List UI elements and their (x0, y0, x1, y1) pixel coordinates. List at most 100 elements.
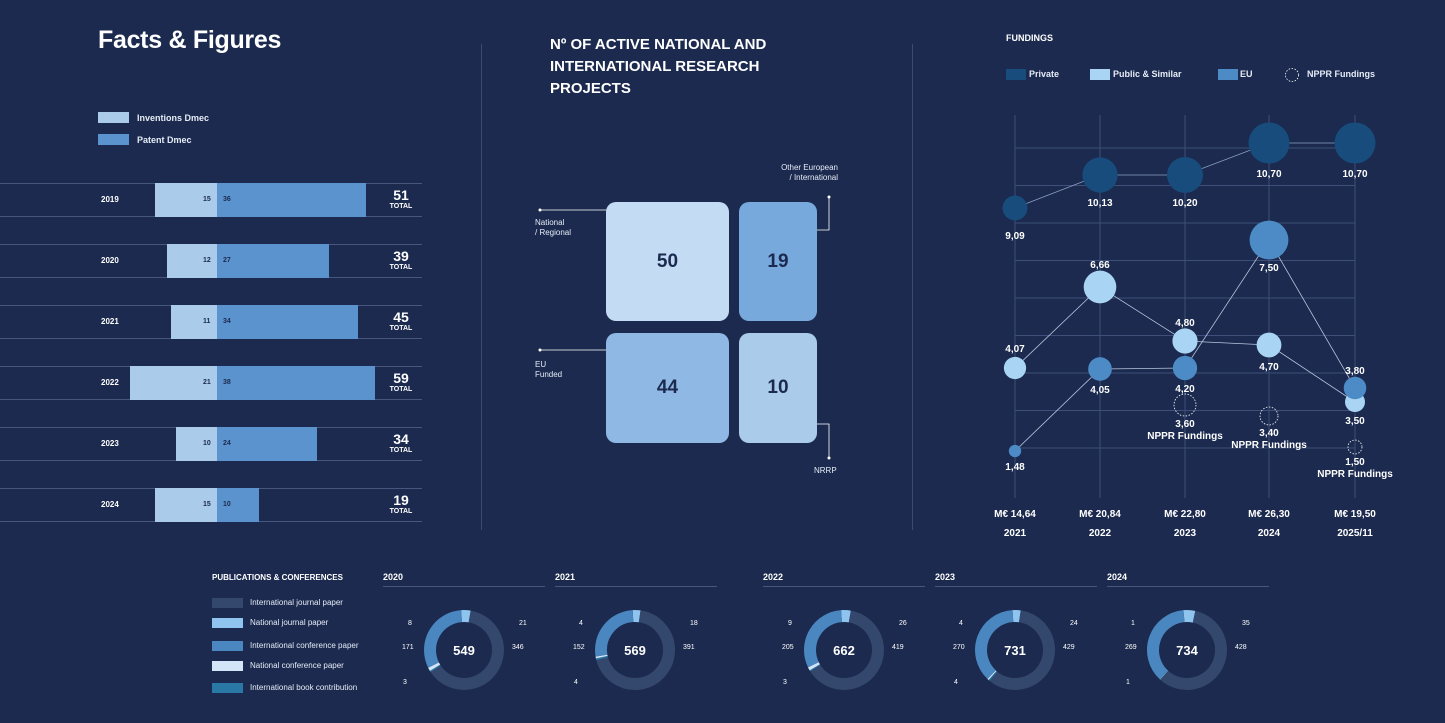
donut-segment (1183, 610, 1196, 623)
divider (481, 44, 482, 530)
nppr-point-label: NPPR Fundings (1147, 431, 1223, 442)
legend-label-eu: EU (1240, 69, 1253, 79)
bar-patents (217, 183, 367, 217)
bubble-public-similar (1003, 356, 1027, 380)
connector-dot (538, 208, 542, 212)
bar-value-patents: 38 (223, 379, 231, 386)
bubble-eu (1172, 355, 1198, 381)
donut-segment (975, 610, 1014, 680)
value-label-eu: 1,48 (1005, 462, 1025, 473)
donut-segment (1160, 610, 1227, 690)
bar-value-inventions: 15 (203, 501, 211, 508)
value-label-eu: 3,80 (1345, 366, 1365, 377)
donut-value-label: 429 (1063, 644, 1075, 651)
donut-segment (596, 610, 675, 690)
donut-segment (841, 610, 851, 623)
donut-value-label: 8 (408, 620, 412, 627)
total-value: 19 (393, 492, 409, 508)
legend-label-private: Private (1029, 69, 1060, 79)
donut-value-label: 24 (1070, 620, 1078, 627)
bar-value-patents: 24 (223, 440, 231, 447)
tile-eu-funded: 44 (606, 333, 729, 443)
value-label-private: 10,13 (1087, 198, 1112, 209)
bar-value-patents: 36 (223, 196, 231, 203)
donut-segment (428, 662, 441, 671)
total-value: 59 (393, 370, 409, 386)
legend-swatch-eu (1218, 69, 1238, 80)
category-total: M€ 22,80 (1164, 509, 1206, 520)
total-value: 51 (393, 187, 409, 203)
bar-inventions (129, 366, 217, 400)
legend-label-publication: National conference paper (250, 661, 344, 670)
publication-year-line (383, 586, 545, 587)
label-national-regional: National / Regional (535, 218, 572, 237)
legend-label-publication: National journal paper (250, 618, 329, 627)
total-label: TOTAL (389, 264, 413, 271)
connector-dot (827, 456, 831, 460)
category-year: 2021 (1004, 528, 1027, 539)
year-label: 2024 (101, 500, 119, 509)
bubble-public-similar (1083, 270, 1117, 304)
bubble-public-similar (1172, 328, 1198, 354)
bubble-private (1082, 157, 1118, 193)
value-label-public-similar: 4,70 (1259, 362, 1279, 373)
donut-value-label: 1 (1126, 679, 1130, 686)
value-label-nppr: 3,60 (1175, 419, 1195, 430)
bar-inventions (167, 244, 217, 278)
legend-swatch-publication (212, 661, 243, 671)
donut-value-label: 171 (402, 644, 414, 651)
category-total: M€ 26,30 (1248, 509, 1290, 520)
bar-inventions (154, 183, 217, 217)
bubble-private (1334, 122, 1376, 164)
connector-dot (538, 348, 542, 352)
value-label-private: 10,70 (1342, 169, 1367, 180)
donut-value-label: 419 (892, 644, 904, 651)
bubble-private (1167, 157, 1203, 193)
publication-year: 2021 (555, 572, 576, 582)
publications-title: PUBLICATIONS & CONFERENCES (212, 573, 343, 582)
bar-value-patents: 27 (223, 257, 231, 264)
legend-swatch-inventions (98, 112, 129, 123)
donut-value-label: 26 (899, 620, 907, 627)
legend-swatch-publication (212, 641, 243, 651)
total-label: TOTAL (389, 203, 413, 210)
legend-swatch-publication (212, 598, 243, 608)
publication-year-line (763, 586, 925, 587)
value-label-nppr: 1,50 (1345, 457, 1365, 468)
legend-swatch-publication (212, 683, 243, 693)
bar-inventions (171, 305, 217, 339)
bubble-eu (1343, 376, 1367, 400)
donut-segment (810, 610, 884, 690)
nppr-point-label: NPPR Fundings (1317, 469, 1393, 480)
donut-total: 734 (1176, 643, 1198, 658)
total-value: 45 (393, 309, 409, 325)
donut-value-label: 4 (574, 679, 578, 686)
donut-2024: 734 35 428 1 269 1 (1125, 610, 1250, 690)
donut-total: 731 (1004, 643, 1026, 658)
donut-segment (807, 662, 820, 671)
bar-patents (217, 305, 359, 339)
donut-total: 569 (624, 643, 646, 658)
donut-segment (430, 610, 504, 690)
value-label-private: 10,20 (1172, 198, 1197, 209)
donut-2022: 662 26 419 9 205 3 (782, 610, 907, 690)
bar-value-inventions: 11 (203, 318, 211, 325)
total-value: 39 (393, 248, 409, 264)
legend-swatch-public (1090, 69, 1110, 80)
donut-2023: 731 24 429 4 270 4 (953, 610, 1078, 690)
donut-segment (989, 610, 1055, 690)
bubble-eu (1249, 220, 1289, 260)
donut-segment (987, 670, 997, 680)
legend-label-patents: Patent Dmec (137, 135, 192, 145)
value-label-private: 9,09 (1005, 231, 1025, 242)
donut-2020: 549 21 346 8 171 3 (402, 610, 527, 690)
value-label-public-similar: 4,07 (1005, 344, 1025, 355)
tile-national-regional: 50 (606, 202, 729, 321)
bar-value-inventions: 12 (203, 257, 211, 264)
publication-year-line (1107, 586, 1269, 587)
publication-year-line (555, 586, 717, 587)
donut-value-label: 1 (1131, 620, 1135, 627)
donut-value-label: 391 (683, 644, 695, 651)
bar-value-patents: 34 (223, 318, 231, 325)
